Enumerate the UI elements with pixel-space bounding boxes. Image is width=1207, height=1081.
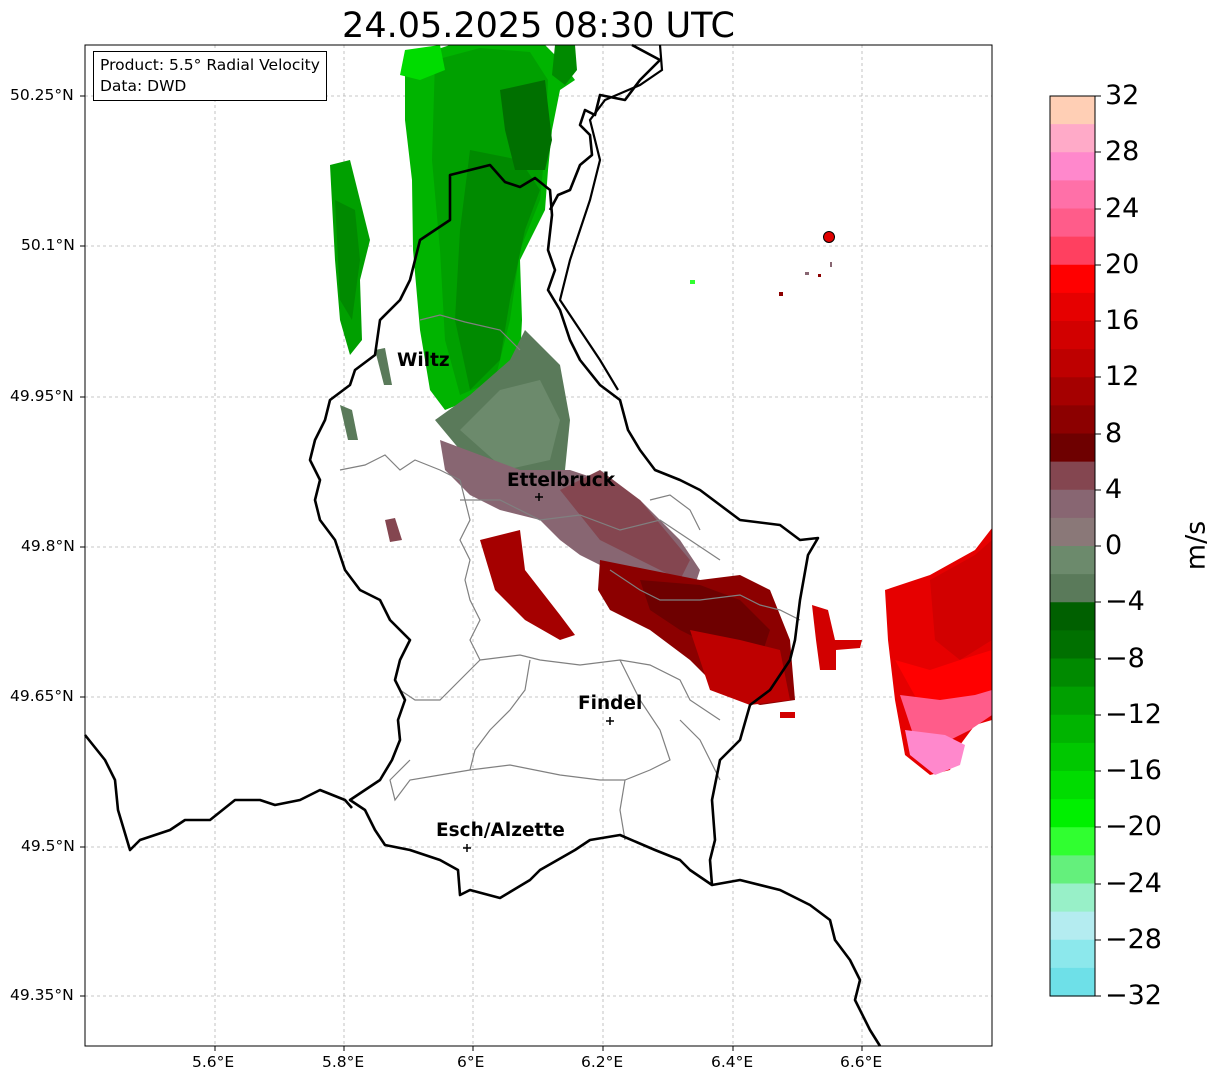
radar-site-marker xyxy=(823,231,835,243)
colorbar-tick-label: 20 xyxy=(1105,249,1140,280)
colorbar-swatch xyxy=(1050,799,1095,828)
colorbar-unit-label: m/s xyxy=(1180,520,1207,571)
colorbar-swatch xyxy=(1050,96,1095,125)
colorbar-tick-label: −16 xyxy=(1105,755,1162,786)
lat-tick-label: 50.1°N xyxy=(21,236,75,254)
colorbar-swatch xyxy=(1050,292,1095,322)
colorbar-swatch xyxy=(1050,180,1095,210)
colorbar-swatch xyxy=(1050,264,1095,294)
colorbar-swatch xyxy=(1050,489,1095,519)
colorbar-swatch xyxy=(1050,377,1095,406)
colorbar-tick-label: 32 xyxy=(1105,80,1140,111)
colorbar-swatch xyxy=(1050,939,1095,969)
colorbar-tick-label: −4 xyxy=(1105,586,1145,617)
colorbar-tick-label: 16 xyxy=(1105,305,1140,336)
city-label-ettelbruck: Ettelbruck xyxy=(507,470,616,491)
eastern-border-detail xyxy=(558,44,664,391)
colorbar-tick-label: 28 xyxy=(1105,136,1140,167)
colorbar-swatch xyxy=(1050,574,1095,603)
lon-tick-label: 5.8°E xyxy=(322,1053,365,1071)
colorbar xyxy=(1050,96,1095,997)
data-source-label: Data: DWD xyxy=(100,77,187,95)
colorbar-tick-label: 4 xyxy=(1105,474,1123,505)
lon-tick-label: 6.6°E xyxy=(840,1053,883,1071)
colorbar-swatch xyxy=(1050,349,1095,378)
colorbar-swatch xyxy=(1050,714,1095,744)
colorbar-swatch xyxy=(1050,827,1095,856)
map-title: 24.05.2025 08:30 UTC xyxy=(342,6,735,46)
colorbar-swatch xyxy=(1050,630,1095,660)
city-label-wiltz: Wiltz xyxy=(397,350,450,371)
city-markers xyxy=(463,493,614,852)
colorbar-swatch xyxy=(1050,152,1095,181)
colorbar-swatch xyxy=(1050,911,1095,941)
colorbar-tick-label: −20 xyxy=(1105,811,1162,842)
colorbar-swatch xyxy=(1050,517,1095,547)
canton-boundaries xyxy=(339,314,801,841)
colorbar-tick-label: −32 xyxy=(1105,980,1162,1011)
product-label: Product: 5.5° Radial Velocity xyxy=(100,56,320,74)
colorbar-swatch xyxy=(1050,321,1095,350)
colorbar-swatch xyxy=(1050,461,1095,491)
colorbar-tick-label: 24 xyxy=(1105,193,1140,224)
lon-tick-label: 6.2°E xyxy=(581,1053,624,1071)
lat-tick-label: 49.8°N xyxy=(21,537,75,555)
lat-tick-label: 49.95°N xyxy=(10,387,74,405)
lat-tick-label: 50.25°N xyxy=(10,86,74,104)
colorbar-swatch xyxy=(1050,771,1095,800)
colorbar-tick-label: 0 xyxy=(1105,530,1123,561)
city-label-esch-alzette: Esch/Alzette xyxy=(436,820,565,841)
colorbar-swatch xyxy=(1050,883,1095,913)
colorbar-swatch xyxy=(1050,855,1095,885)
colorbar-swatch xyxy=(1050,967,1095,997)
colorbar-swatch xyxy=(1050,124,1095,153)
colorbar-swatch xyxy=(1050,236,1095,266)
colorbar-tick-label: −12 xyxy=(1105,699,1162,730)
colorbar-swatch xyxy=(1050,742,1095,772)
city-label-findel: Findel xyxy=(578,693,643,714)
colorbar-swatch xyxy=(1050,433,1095,463)
colorbar-swatch xyxy=(1050,546,1095,575)
colorbar-ticks xyxy=(1095,95,1101,997)
lat-tick-label: 49.65°N xyxy=(10,687,74,705)
country-borders xyxy=(83,43,882,1047)
lat-tick-label: 49.35°N xyxy=(10,986,74,1004)
colorbar-tick-label: 8 xyxy=(1105,418,1123,449)
colorbar-tick-label: −24 xyxy=(1105,868,1162,899)
product-info-box: Product: 5.5° Radial Velocity Data: DWD xyxy=(93,51,327,101)
radar-echoes xyxy=(330,45,992,775)
colorbar-tick-label: −28 xyxy=(1105,924,1162,955)
lon-tick-label: 5.6°E xyxy=(192,1053,235,1071)
colorbar-swatch xyxy=(1050,658,1095,688)
axis-ticks xyxy=(80,95,863,1051)
lon-tick-label: 6°E xyxy=(457,1053,485,1071)
colorbar-tick-label: 12 xyxy=(1105,361,1140,392)
colorbar-swatch xyxy=(1050,686,1095,716)
lon-tick-label: 6.4°E xyxy=(711,1053,754,1071)
lat-tick-label: 49.5°N xyxy=(21,837,75,855)
colorbar-swatch xyxy=(1050,405,1095,435)
colorbar-swatch xyxy=(1050,208,1095,238)
colorbar-tick-label: −8 xyxy=(1105,643,1145,674)
colorbar-swatch xyxy=(1050,602,1095,631)
